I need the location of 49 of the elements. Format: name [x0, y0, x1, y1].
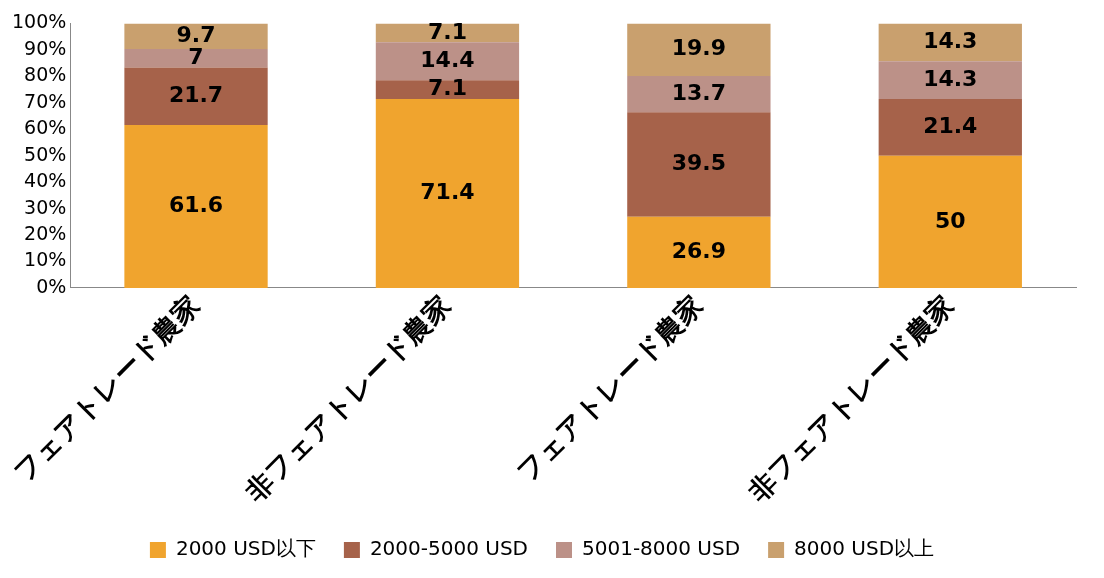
- data-label: 61.6: [168, 192, 224, 218]
- data-label: 21.4: [923, 113, 978, 139]
- bar: [627, 112, 771, 217]
- y-tick-label: 60%: [24, 116, 67, 139]
- y-tick-label: 70%: [24, 89, 67, 112]
- bar: [124, 67, 268, 125]
- data-label: 21.7: [168, 82, 224, 107]
- bar: [124, 23, 268, 50]
- y-tick-label: 40%: [24, 169, 67, 192]
- x-tick-label: 非フェアトレード農家: [741, 289, 960, 508]
- data-label: 71.4: [420, 179, 475, 205]
- bar: [124, 49, 268, 68]
- data-label: 14.3: [923, 65, 978, 91]
- data-label: 26.9: [671, 238, 727, 264]
- bar: [878, 61, 1022, 100]
- data-label: 7.1: [427, 18, 467, 44]
- y-tick-label: 30%: [24, 195, 67, 218]
- bar: [627, 76, 771, 113]
- data-label: 19.9: [671, 35, 727, 61]
- bar: [375, 42, 520, 81]
- bar: [627, 216, 771, 288]
- legend-label: 5001-8000 USD: [582, 536, 741, 561]
- x-tick-label: フェアトレード農家: [510, 289, 709, 488]
- data-label: 14.3: [923, 28, 978, 54]
- data-label: 14.4: [420, 46, 475, 72]
- y-tick-label: 80%: [24, 63, 67, 86]
- legend-label: 2000 USD以下: [175, 536, 316, 561]
- data-label: 7.1: [427, 75, 467, 101]
- y-tick-label: 10%: [24, 248, 67, 271]
- y-tick-label: 90%: [24, 36, 67, 59]
- legend-label: 2000-5000 USD: [369, 536, 528, 561]
- bar: [878, 23, 1022, 62]
- bar: [878, 99, 1022, 156]
- data-label: 50: [934, 207, 966, 233]
- x-tick-label: 非フェアトレード農家: [238, 289, 457, 508]
- bar: [627, 23, 771, 77]
- legend-label: 8000 USD以上: [794, 536, 935, 561]
- bar: [375, 80, 520, 100]
- data-label: 9.7: [176, 21, 216, 47]
- y-tick-label: 100%: [11, 10, 67, 33]
- y-tick-label: 20%: [24, 221, 67, 244]
- bar: [124, 124, 268, 288]
- data-label: 13.7: [671, 79, 727, 105]
- y-tick-label: 50%: [24, 142, 67, 165]
- data-label: 7: [188, 44, 204, 70]
- bar: [878, 155, 1022, 288]
- y-tick-label: 0%: [36, 274, 67, 297]
- bar: [375, 99, 520, 288]
- data-label: 39.5: [671, 150, 727, 176]
